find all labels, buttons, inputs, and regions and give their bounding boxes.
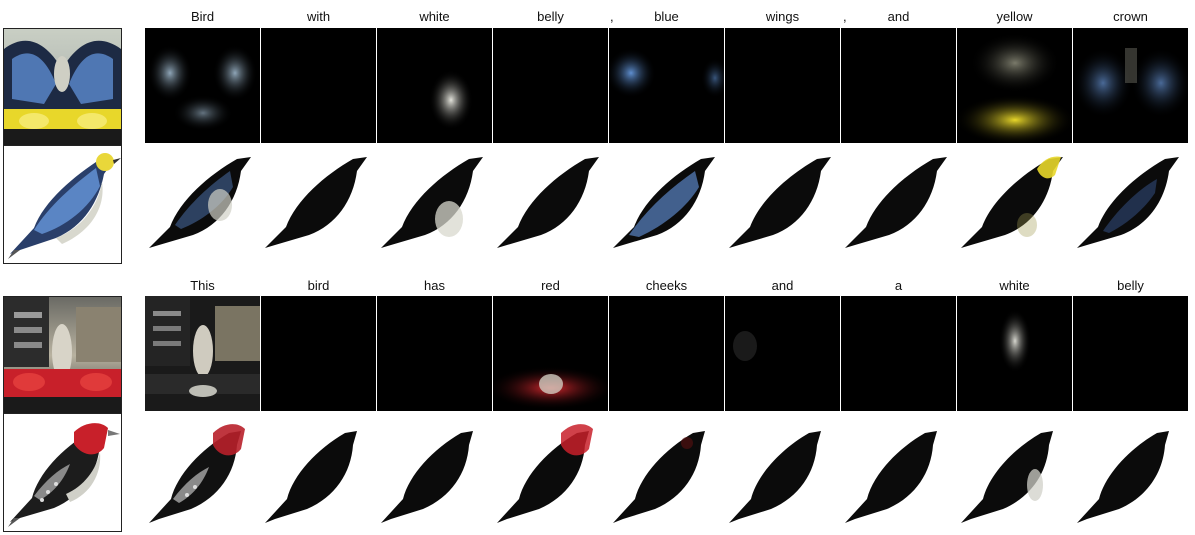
source-bird-image	[3, 145, 122, 264]
bird-attention-silhouette	[845, 157, 947, 248]
caption-word: yellow	[996, 9, 1033, 24]
bird-attention-silhouette	[1077, 157, 1179, 248]
caption-word: bird	[307, 278, 330, 293]
attention-map	[725, 296, 840, 411]
caption-word: with	[306, 9, 331, 24]
caption-word: white	[999, 278, 1030, 293]
caption-word: belly	[537, 9, 564, 24]
bird-attention-silhouette	[265, 431, 357, 523]
caption-comma: ,	[610, 9, 614, 24]
attention-map	[377, 296, 492, 411]
caption-word: red	[541, 278, 560, 293]
attention-map	[493, 296, 608, 411]
bird-attention-silhouette	[265, 157, 367, 248]
caption-word: crown	[1113, 9, 1148, 24]
attention-map	[261, 296, 376, 411]
caption-word: This	[190, 278, 215, 293]
attention-map	[493, 28, 608, 143]
attention-map	[609, 28, 724, 143]
caption-word: blue	[654, 9, 679, 24]
attention-map	[1073, 28, 1188, 143]
bird-attention-silhouette	[729, 431, 821, 523]
bird-attention-silhouette	[149, 424, 245, 523]
attention-map	[377, 28, 492, 143]
source-bird-image	[3, 413, 122, 532]
caption-word: Bird	[190, 9, 215, 24]
attention-map	[841, 28, 956, 143]
attention-map	[841, 296, 956, 411]
source-feature-image	[3, 28, 122, 147]
caption-word: wings	[765, 9, 800, 24]
caption-word: white	[419, 9, 450, 24]
caption-word: has	[424, 278, 445, 293]
bird-attention-silhouette	[497, 424, 593, 523]
attention-map	[261, 28, 376, 143]
attention-map	[145, 28, 260, 143]
caption-comma: ,	[843, 9, 847, 24]
bird-attention-silhouette	[149, 157, 251, 248]
bird-attention-silhouette	[729, 157, 831, 248]
attention-map	[1073, 296, 1188, 411]
attention-map	[725, 28, 840, 143]
bird-attention-silhouette	[381, 157, 483, 248]
bird-attention-silhouette	[961, 431, 1053, 523]
bird-attention-silhouette	[497, 157, 599, 248]
bird-attention-silhouette	[961, 156, 1063, 248]
attention-map	[957, 28, 1072, 143]
attention-map	[957, 296, 1072, 411]
caption-word: cheeks	[645, 278, 688, 293]
caption-word: a	[894, 278, 903, 293]
caption-word: and	[771, 278, 794, 293]
attention-map	[609, 296, 724, 411]
caption-word: belly	[1117, 278, 1144, 293]
attention-map	[145, 296, 260, 411]
bird-attention-silhouette	[845, 431, 937, 523]
bird-attention-silhouette	[381, 431, 473, 523]
bird-attention-silhouette	[613, 157, 715, 248]
bird-attention-silhouette	[613, 431, 705, 523]
caption-word: and	[887, 9, 910, 24]
source-feature-image	[3, 296, 122, 415]
bird-attention-silhouette	[1077, 431, 1169, 523]
